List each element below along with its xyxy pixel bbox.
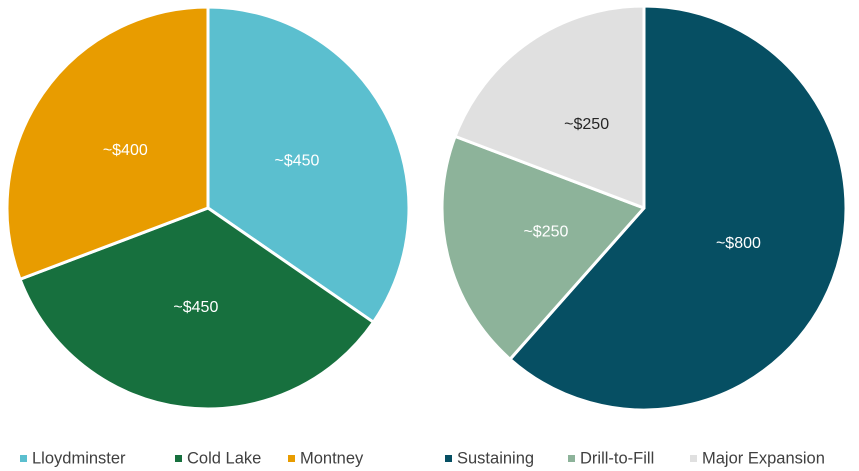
legend-marker [175,455,182,462]
pie-slice [18,206,375,411]
data-label: ~$250 [523,223,568,240]
legend-label: Cold Lake [187,449,261,467]
data-label: ~$800 [716,235,761,252]
pie-slice [5,5,210,281]
pie-slice [206,5,411,324]
legend-label: Major Expansion [702,449,825,467]
legend-marker [20,455,27,462]
legend-marker [445,455,452,462]
data-label: ~$250 [564,116,609,133]
data-label: ~$450 [173,299,218,316]
data-label: ~$400 [103,142,148,159]
legend-label: Sustaining [457,449,534,467]
legend-marker [690,455,697,462]
pie-slice [440,134,646,361]
legend-label: Drill-to-Fill [580,449,654,467]
legend-label: Montney [300,449,364,467]
legend-marker [288,455,295,462]
legend-marker [568,455,575,462]
pie-slice [508,4,848,412]
data-label: ~$450 [275,153,320,170]
pie-slice [453,4,646,210]
legend-label: Lloydminster [32,449,126,467]
